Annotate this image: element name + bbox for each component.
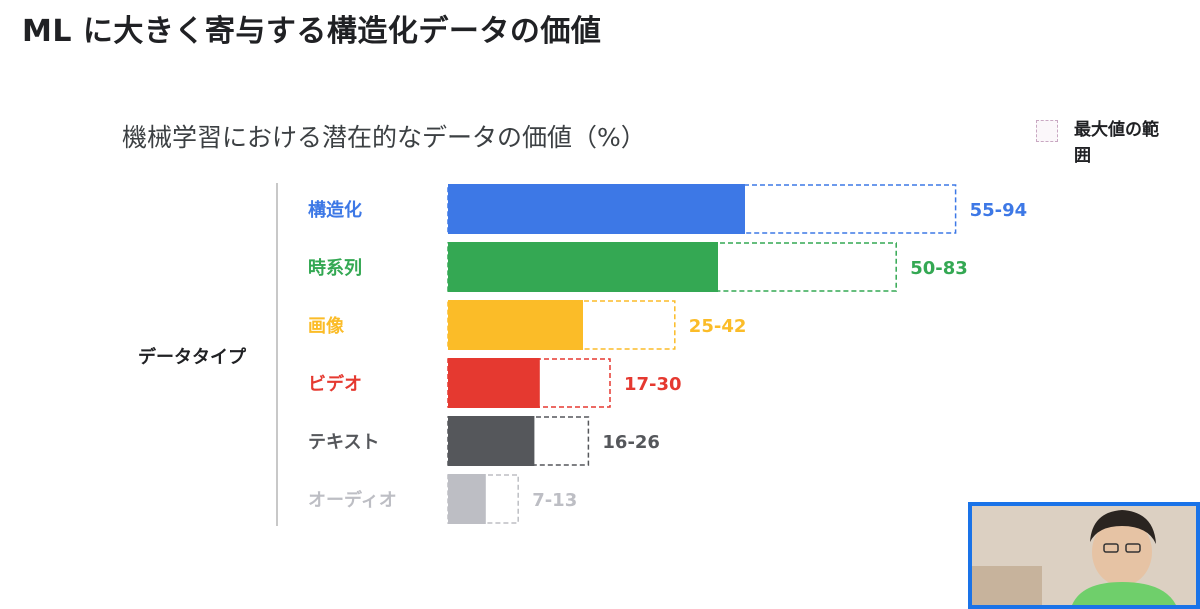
bar-min-video [448,358,540,408]
category-label-structured: 構造化 [308,199,362,221]
bars-group: 構造化 55-94 時系列 50-83 画像 25-42 ビデオ 17-30 テキスト 16-26… [308,184,1027,524]
slide-title: ML に大きく寄与する構造化データの価値 [22,14,602,49]
y-axis-title: データタイプ [138,347,246,368]
category-label-text: テキスト [308,432,379,453]
chart-title: 機械学習における潜在的なデータの価値（%） [122,123,646,152]
bar-min-structured [448,184,745,234]
category-label-timeseries: 時系列 [308,258,362,279]
legend-swatch [1036,120,1058,142]
webcam-person-icon [972,506,1196,605]
bar-min-image [448,300,583,350]
value-label-video: 17-30 [624,374,682,395]
bar-min-audio [448,474,486,524]
bar-min-text [448,416,535,466]
value-label-image: 25-42 [689,316,747,337]
value-label-timeseries: 50-83 [910,258,968,279]
legend-label: 最大値の範囲 [1074,120,1159,166]
value-label-audio: 7-13 [532,490,577,511]
category-label-video: ビデオ [308,373,362,395]
category-label-image: 画像 [308,316,345,337]
bar-min-timeseries [448,242,718,292]
category-label-audio: オーディオ [308,489,397,511]
webcam-overlay [968,502,1200,609]
value-label-text: 16-26 [602,432,660,453]
value-label-structured: 55-94 [970,200,1028,221]
